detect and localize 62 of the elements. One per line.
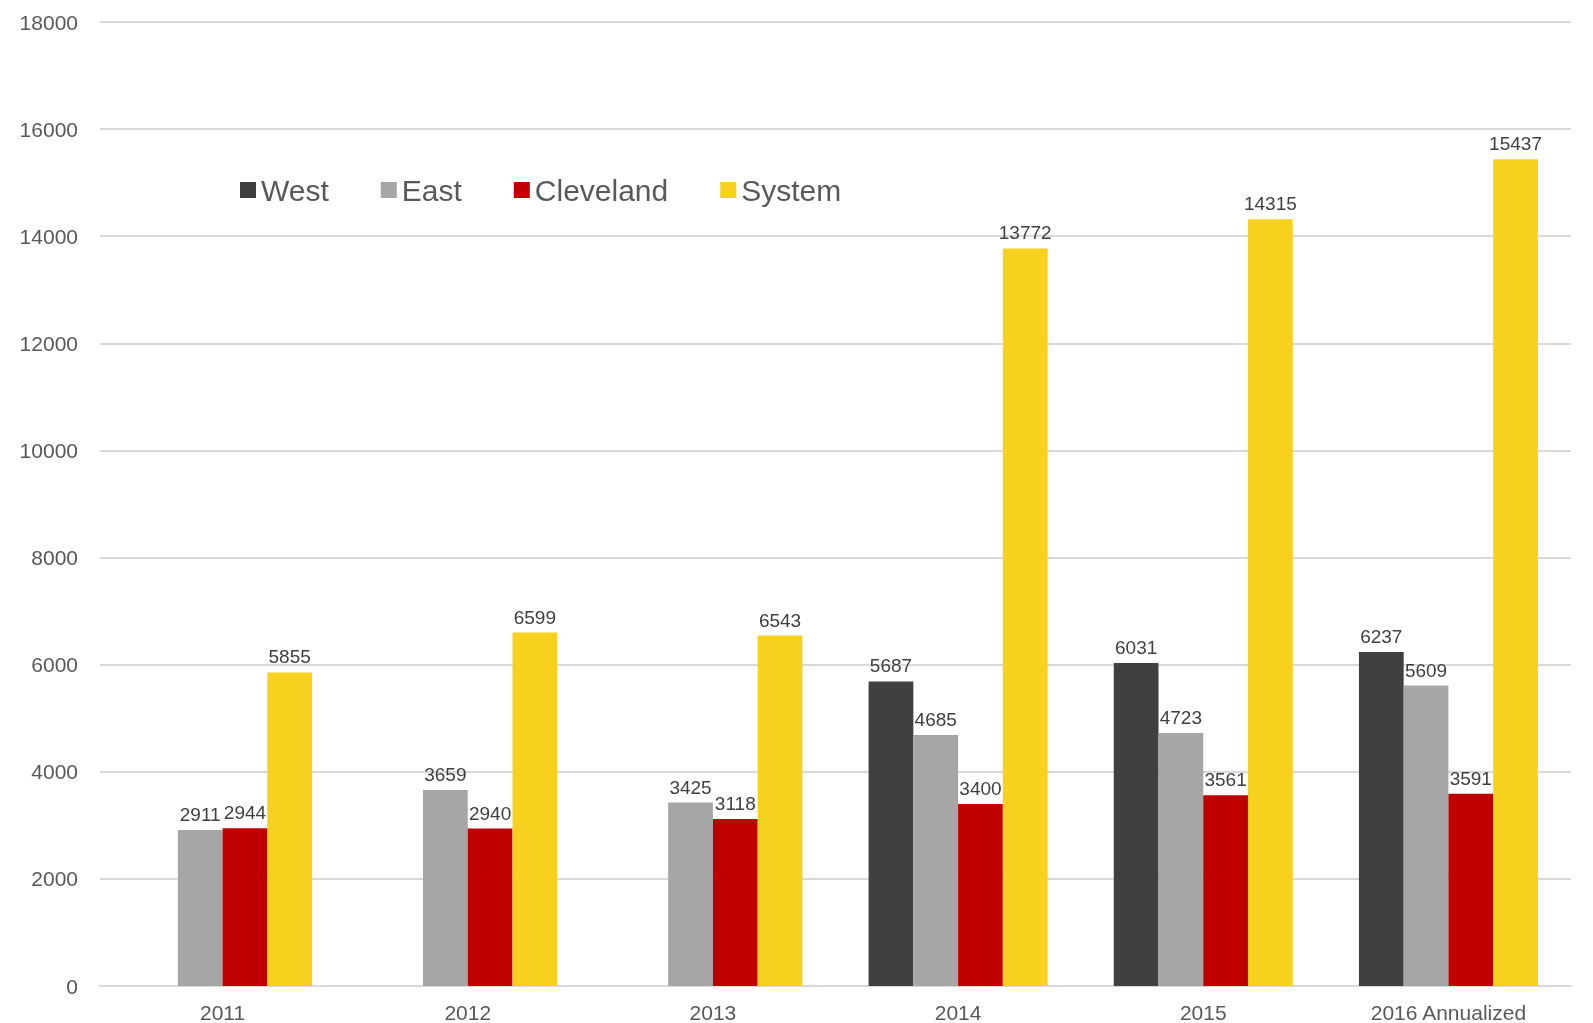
y-tick-label: 14000 xyxy=(19,224,78,248)
data-label: 3425 xyxy=(669,776,712,798)
bar xyxy=(1403,685,1449,986)
bar xyxy=(1203,795,1248,986)
y-tick-label: 8000 xyxy=(31,546,78,570)
data-label: 3400 xyxy=(959,777,1002,799)
data-label: 6599 xyxy=(513,606,557,628)
y-tick-label: 0 xyxy=(66,974,78,998)
data-label: 2940 xyxy=(468,802,512,824)
y-tick-label: 2000 xyxy=(31,867,78,891)
bar xyxy=(712,819,758,986)
bar xyxy=(1358,651,1404,986)
data-label: 14315 xyxy=(1243,193,1297,215)
data-label: 13772 xyxy=(998,222,1052,244)
bar xyxy=(1493,159,1538,986)
bar xyxy=(267,672,313,986)
data-label: 15437 xyxy=(1489,133,1542,155)
bar xyxy=(467,828,513,986)
x-tick-label: 2015 xyxy=(1179,1001,1227,1023)
bar xyxy=(177,830,223,986)
bar xyxy=(1113,663,1159,986)
x-tick-label: 2011 xyxy=(200,1001,246,1023)
data-label: 6543 xyxy=(758,609,802,631)
x-tick-label: 2013 xyxy=(689,1001,737,1023)
x-tick-label: 2014 xyxy=(934,1001,982,1023)
x-tick-label: 2012 xyxy=(444,1001,492,1023)
legend-label: Cleveland xyxy=(534,173,669,207)
bar xyxy=(1247,219,1293,986)
legend-label: East xyxy=(401,173,463,207)
bar xyxy=(958,803,1003,986)
x-tick-label: 2016 Annualized xyxy=(1370,1001,1527,1023)
data-label: 6031 xyxy=(1114,637,1158,659)
y-tick-label: 4000 xyxy=(31,760,78,784)
legend-label: West xyxy=(261,173,330,207)
data-label: 3561 xyxy=(1204,769,1247,791)
bar xyxy=(913,735,959,986)
y-tick-label: 10000 xyxy=(19,438,78,462)
bar xyxy=(222,828,268,986)
bar xyxy=(423,790,468,986)
y-tick-label: 6000 xyxy=(31,653,78,677)
data-label: 5609 xyxy=(1404,659,1448,681)
bar xyxy=(1448,793,1494,986)
bar xyxy=(1158,733,1204,986)
y-tick-label: 12000 xyxy=(19,331,78,355)
data-label: 3591 xyxy=(1449,767,1492,789)
data-label: 4685 xyxy=(914,709,957,731)
y-tick-label: 18000 xyxy=(19,10,78,34)
legend-label: System xyxy=(741,173,842,207)
data-label: 2944 xyxy=(223,802,267,824)
data-label: 3118 xyxy=(714,793,756,815)
bar xyxy=(757,635,803,986)
bar xyxy=(1002,248,1048,986)
bar xyxy=(512,632,558,986)
data-label: 3659 xyxy=(424,764,467,786)
data-label: 6237 xyxy=(1360,625,1403,647)
data-label: 5687 xyxy=(869,655,913,677)
data-label: 5855 xyxy=(268,646,311,668)
data-label: 2911 xyxy=(179,804,221,826)
data-label: 4723 xyxy=(1159,707,1203,729)
bar xyxy=(868,681,914,986)
y-tick-label: 16000 xyxy=(19,117,78,141)
bar xyxy=(668,802,713,986)
